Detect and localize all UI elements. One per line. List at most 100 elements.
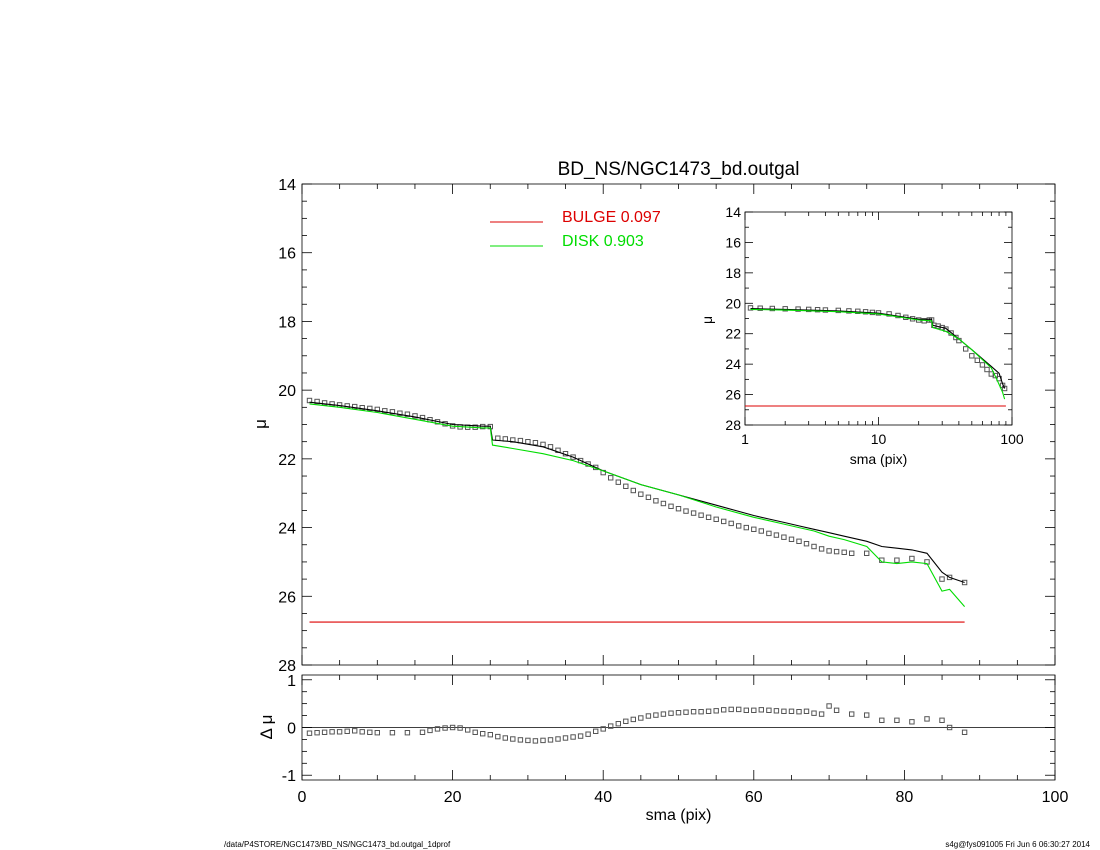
residual-series-0-point	[434, 726, 441, 732]
residual-series-0-point	[442, 725, 448, 731]
main-series-0-point	[690, 510, 697, 516]
residual-series-0-point	[728, 706, 734, 713]
inset-series-0-point	[795, 306, 801, 312]
main-series-0-point	[803, 541, 810, 547]
legend-label-1: DISK 0.903	[562, 233, 644, 250]
residual-series-0-point	[833, 707, 840, 713]
main-series-0-point	[961, 579, 968, 586]
main-series-0-point	[367, 405, 373, 412]
main-series-0-point	[645, 494, 652, 501]
residual-series-0-point	[939, 717, 945, 723]
main-series-0-point	[826, 548, 832, 554]
main-series-0-point	[796, 538, 802, 544]
residual-series-0-point	[540, 737, 546, 744]
residual-series-0-point	[645, 713, 652, 719]
main-series-0-point	[668, 503, 674, 510]
residual-series-0-point	[344, 728, 350, 734]
residual-series-0-point	[555, 736, 561, 742]
residual-series-0-point	[721, 707, 727, 713]
inset-series-0-point	[963, 346, 969, 352]
residual-series-0-point	[811, 710, 817, 716]
main-y-tick-label: 14	[278, 177, 296, 194]
main-series-0-point	[404, 411, 411, 417]
residual-series-0-point	[736, 706, 742, 713]
residual-series-0-point	[593, 728, 599, 734]
residual-series-0-point	[608, 723, 614, 729]
inset-series-0-point	[1001, 385, 1008, 392]
residual-series-0-point	[600, 726, 606, 732]
residual-series-0-point	[389, 730, 396, 736]
residual-y-tick-label: 0	[287, 721, 296, 738]
inset-series-0-point	[969, 353, 975, 359]
main-series-0-point	[766, 530, 772, 537]
residual-series-0-point	[946, 724, 953, 731]
main-series-0-point	[570, 454, 576, 460]
main-series-0-point	[683, 508, 689, 514]
residual-series-0-point	[525, 737, 531, 744]
main-y-tick-label: 28	[278, 658, 296, 675]
inset-series-0-point	[747, 305, 754, 311]
main-series-0-point	[894, 557, 900, 563]
residual-series-0-point	[803, 708, 810, 714]
main-series-0-point	[532, 440, 539, 446]
main-series-0-point	[374, 406, 381, 413]
main-series-0-point	[608, 475, 614, 481]
inset-series-0-point	[855, 308, 861, 315]
inset-background	[745, 212, 1012, 425]
main-series-0-point	[660, 500, 667, 507]
residual-series-0-point	[321, 729, 328, 735]
residual-y-axis-label: Δ μ	[257, 715, 276, 740]
residual-series-0-point	[532, 738, 539, 744]
inset-x-tick-label: 1	[741, 431, 749, 447]
main-series-0-point	[713, 516, 719, 522]
main-series-0-point	[758, 528, 764, 534]
footer-timestamp: s4g@fys091005 Fri Jun 6 06:30:27 2014	[945, 840, 1090, 849]
main-series-0-point	[736, 523, 742, 529]
residual-series-0-point	[788, 708, 795, 714]
main-y-tick-label: 24	[278, 521, 296, 538]
residual-series-0-point	[653, 712, 659, 718]
residual-series-0-point	[796, 709, 802, 715]
x-tick-label: 60	[745, 789, 763, 806]
main-y-tick-label: 20	[278, 383, 296, 400]
main-series-0-point	[751, 526, 757, 532]
main-series-0-point	[615, 479, 621, 485]
inset-series-0-point	[757, 305, 763, 311]
residual-series-0-point	[510, 736, 516, 742]
residual-series-0-point	[404, 730, 411, 736]
main-series-0-point	[314, 398, 320, 405]
x-tick-label: 100	[1042, 789, 1069, 806]
residual-series-0-point	[517, 737, 524, 743]
residual-series-0-point	[502, 735, 509, 741]
inset-x-axis-label: sma (pix)	[850, 451, 908, 467]
x-tick-label: 80	[896, 789, 914, 806]
inset-series-0-point	[979, 362, 986, 368]
main-series-0-point	[495, 435, 501, 441]
inset-series-0-point	[769, 305, 775, 312]
x-tick-label: 20	[444, 789, 462, 806]
main-series-0-point	[412, 413, 418, 419]
residual-series-0-point	[547, 737, 554, 743]
inset-y-tick-label: 16	[725, 234, 741, 250]
residual-series-0-point	[961, 729, 968, 735]
main-chart-title: BD_NS/NGC1473_bd.outgal	[558, 159, 800, 180]
main-series-0-point	[909, 555, 915, 562]
main-series-0-point	[864, 550, 870, 556]
residual-series-0-point	[570, 734, 576, 740]
main-series-0-point	[540, 441, 546, 448]
residual-series-0-point	[818, 711, 825, 717]
residual-series-0-point	[336, 729, 343, 735]
main-series-0-point	[743, 524, 749, 531]
main-series-0-point	[525, 439, 531, 445]
main-series-0-point	[788, 536, 795, 542]
legend-label-0: BULGE 0.097	[562, 209, 661, 226]
main-series-0-point	[389, 409, 396, 415]
main-series-1-line	[309, 401, 965, 584]
inset-y-tick-label: 22	[725, 326, 741, 342]
residual-series-0-point	[698, 709, 704, 715]
residual-series-0-point	[585, 731, 591, 737]
residual-series-0-point	[675, 710, 682, 716]
inset-x-tick-label: 100	[1000, 431, 1024, 447]
inset-y-tick-label: 14	[725, 204, 741, 220]
